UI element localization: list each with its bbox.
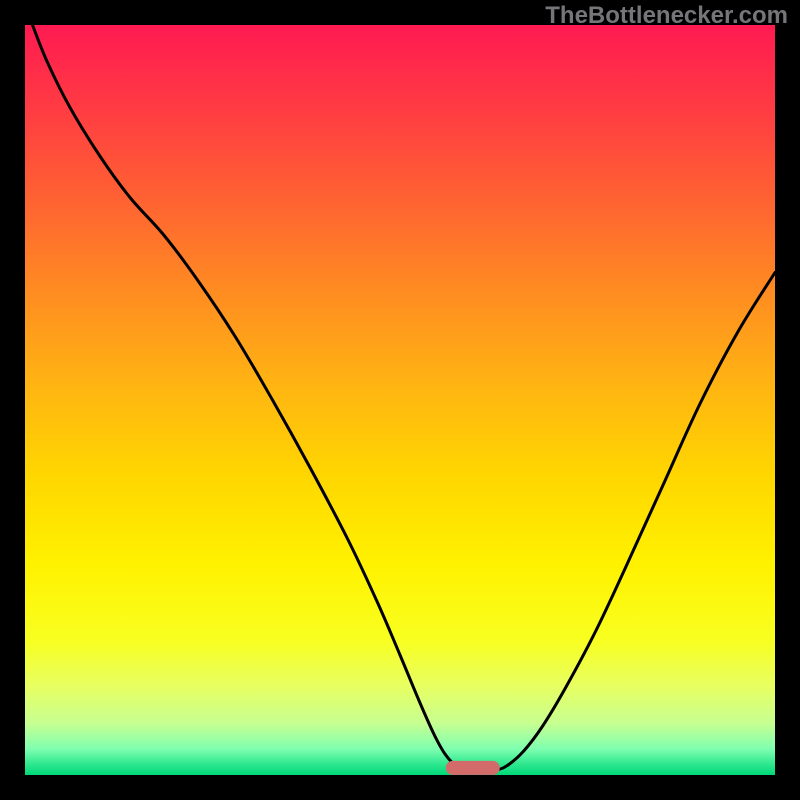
chart-frame: TheBottlenecker.com <box>0 0 800 800</box>
gradient-background <box>25 25 775 775</box>
plot-area <box>25 25 775 775</box>
watermark-text: TheBottlenecker.com <box>545 2 788 30</box>
optimal-marker <box>446 761 500 775</box>
